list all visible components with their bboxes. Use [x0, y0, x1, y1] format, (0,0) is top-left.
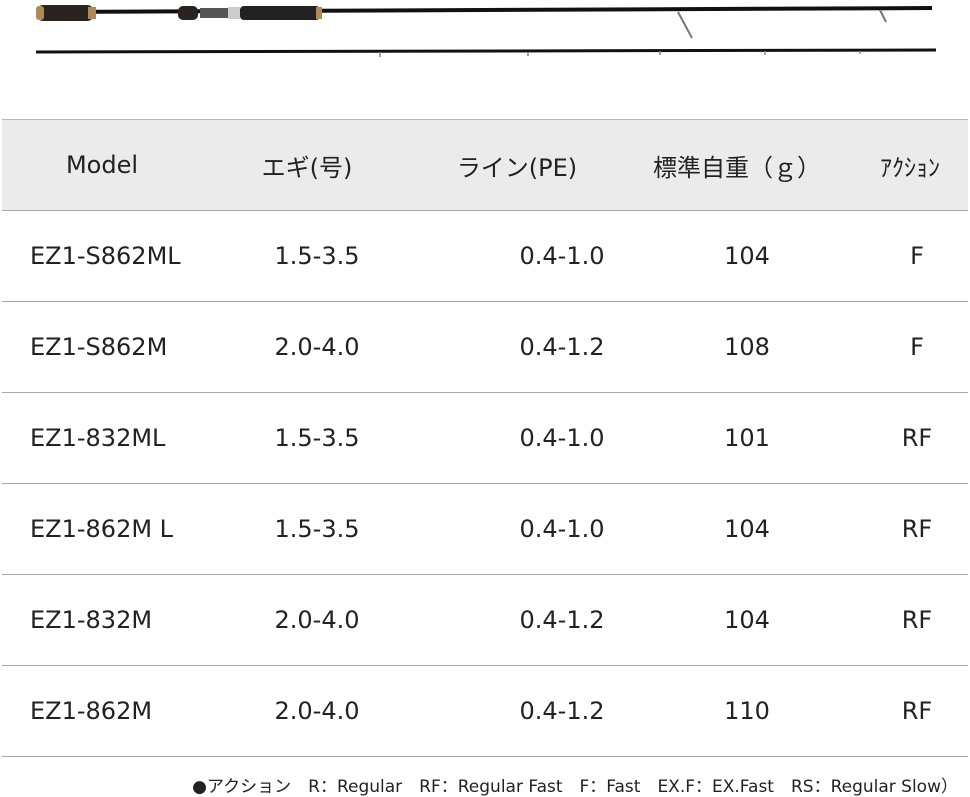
cell-line-pe: 0.4-1.2 — [519, 606, 605, 634]
header-line-pe: ライン(PE) — [456, 153, 578, 182]
header-model: Model — [65, 151, 139, 179]
cell-weight: 104 — [724, 515, 770, 543]
header-egi-size: エギ(号) — [261, 153, 353, 182]
cell-model: EZ1-832ML — [30, 424, 166, 452]
cell-model: EZ1-S862M — [30, 333, 168, 361]
cell-weight: 101 — [724, 424, 770, 452]
cell-line-pe: 0.4-1.0 — [519, 515, 605, 543]
header-weight: 標準自重（ｇ） — [653, 153, 821, 182]
cell-egi-size: 2.0-4.0 — [274, 606, 360, 634]
cell-weight: 104 — [724, 242, 770, 270]
cell-egi-size: 1.5-3.5 — [274, 424, 360, 452]
cell-weight: 108 — [724, 333, 770, 361]
cell-action: RF — [901, 424, 933, 452]
cell-line-pe: 0.4-1.0 — [519, 424, 605, 452]
cell-model: EZ1-S862ML — [30, 242, 181, 270]
rod-image — [35, 5, 937, 57]
table-row: EZ1-832ML 1.5-3.5 0.4-1.0 101 RF — [2, 393, 968, 484]
table-row: EZ1-S862ML 1.5-3.5 0.4-1.0 104 F — [2, 211, 968, 302]
table-row: EZ1-862M L 1.5-3.5 0.4-1.0 104 RF — [2, 484, 968, 575]
header-action: ｱｸｼｮﾝ — [880, 153, 940, 182]
cell-egi-size: 1.5-3.5 — [274, 515, 360, 543]
cell-action: F — [910, 242, 924, 270]
cell-egi-size: 1.5-3.5 — [274, 242, 360, 270]
cell-line-pe: 0.4-1.2 — [519, 697, 605, 725]
table-row: EZ1-832M 2.0-4.0 0.4-1.2 104 RF — [2, 575, 968, 666]
table-row: EZ1-S862M 2.0-4.0 0.4-1.2 108 F — [2, 302, 968, 393]
cell-line-pe: 0.4-1.2 — [519, 333, 605, 361]
cell-model: EZ1-862M L — [30, 515, 174, 543]
cell-weight: 104 — [724, 606, 770, 634]
cell-weight: 110 — [724, 697, 770, 725]
cell-action: F — [910, 333, 924, 361]
cell-action: RF — [901, 515, 933, 543]
cell-model: EZ1-832M — [30, 606, 153, 634]
cell-action: RF — [901, 697, 933, 725]
cell-egi-size: 2.0-4.0 — [274, 333, 360, 361]
spec-table: Model エギ(号) ライン(PE) 標準自重（ｇ） ｱｸｼｮﾝ EZ1-S862ML 1… — [2, 119, 968, 757]
cell-action: RF — [901, 606, 933, 634]
footer-note: ●アクション R：Regular RF：Regular Fast F：Fast … — [192, 777, 958, 797]
cell-model: EZ1-862M — [30, 697, 153, 725]
cell-line-pe: 0.4-1.0 — [519, 242, 605, 270]
header-row: Model エギ(号) ライン(PE) 標準自重（ｇ） ｱｸｼｮﾝ — [2, 119, 968, 211]
table-row: EZ1-862M 2.0-4.0 0.4-1.2 110 RF — [2, 666, 968, 757]
cell-egi-size: 2.0-4.0 — [274, 697, 360, 725]
